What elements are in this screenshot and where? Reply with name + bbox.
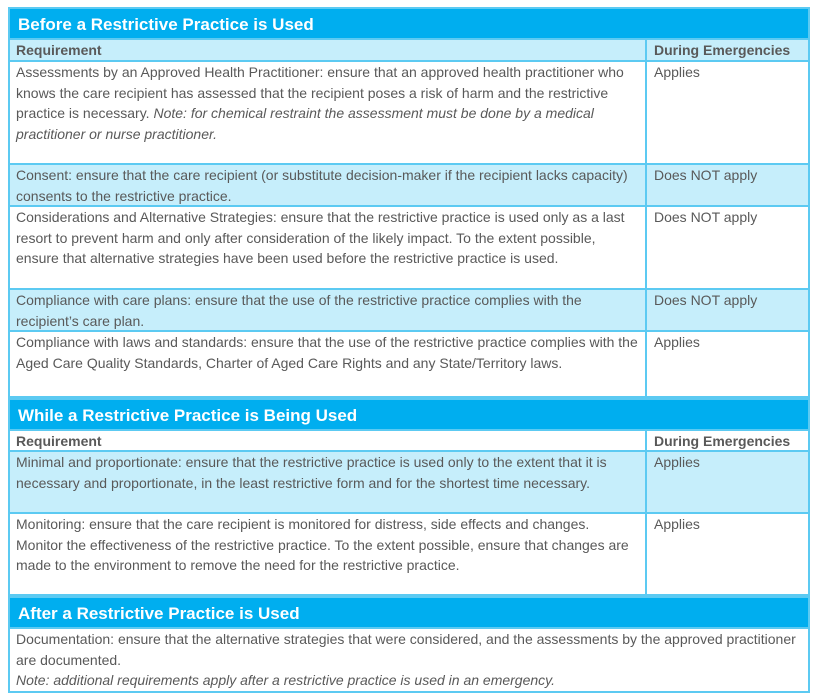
emergency-value: Does NOT apply [654,167,758,183]
col-emergency: During Emergencies [654,42,791,58]
requirement-text: Documentation: ensure that the alternati… [16,631,796,668]
table-row: Compliance with care plans: ensure that … [10,290,808,332]
col-requirement: Requirement [10,40,647,60]
emergency-value: Does NOT apply [654,209,758,225]
section-title: Before a Restrictive Practice is Used [10,9,808,40]
table-row: Compliance with laws and standards: ensu… [10,332,808,398]
table-row: Consent: ensure that the care recipient … [10,165,808,207]
table-row: Documentation: ensure that the alternati… [10,629,808,691]
requirement-text: Monitoring: ensure that the care recipie… [10,514,647,594]
section-title: While a Restrictive Practice is Being Us… [10,398,808,431]
table-row: Assessments by an Approved Health Practi… [10,62,808,165]
requirement-text: Consent: ensure that the care recipient … [10,165,647,205]
requirement-text: Compliance with laws and standards: ensu… [10,332,647,396]
requirement-text: Considerations and Alternative Strategie… [10,207,647,288]
requirement-note: Note: for chemical restraint the assessm… [16,105,594,142]
column-header-row: Requirement During Emergencies [10,431,808,452]
col-requirement: Requirement [10,431,647,450]
requirement-note: Note: additional requirements apply afte… [16,672,556,688]
table-row: Considerations and Alternative Strategie… [10,207,808,290]
requirement-text: Minimal and proportionate: ensure that t… [10,452,647,512]
requirement-text: Assessments by an Approved Health Practi… [16,64,624,121]
emergency-value: Applies [654,454,700,470]
table-row: Minimal and proportionate: ensure that t… [10,452,808,514]
emergency-value: Applies [654,334,700,350]
emergency-value: Applies [654,64,700,80]
restrictive-practice-table: Before a Restrictive Practice is Used Re… [8,7,810,693]
table-row: Monitoring: ensure that the care recipie… [10,514,808,596]
emergency-value: Does NOT apply [654,292,758,308]
emergency-value: Applies [654,516,700,532]
section-title: After a Restrictive Practice is Used [10,596,808,629]
column-header-row: Requirement During Emergencies [10,40,808,62]
requirement-text: Compliance with care plans: ensure that … [10,290,647,330]
col-emergency: During Emergencies [654,433,791,449]
